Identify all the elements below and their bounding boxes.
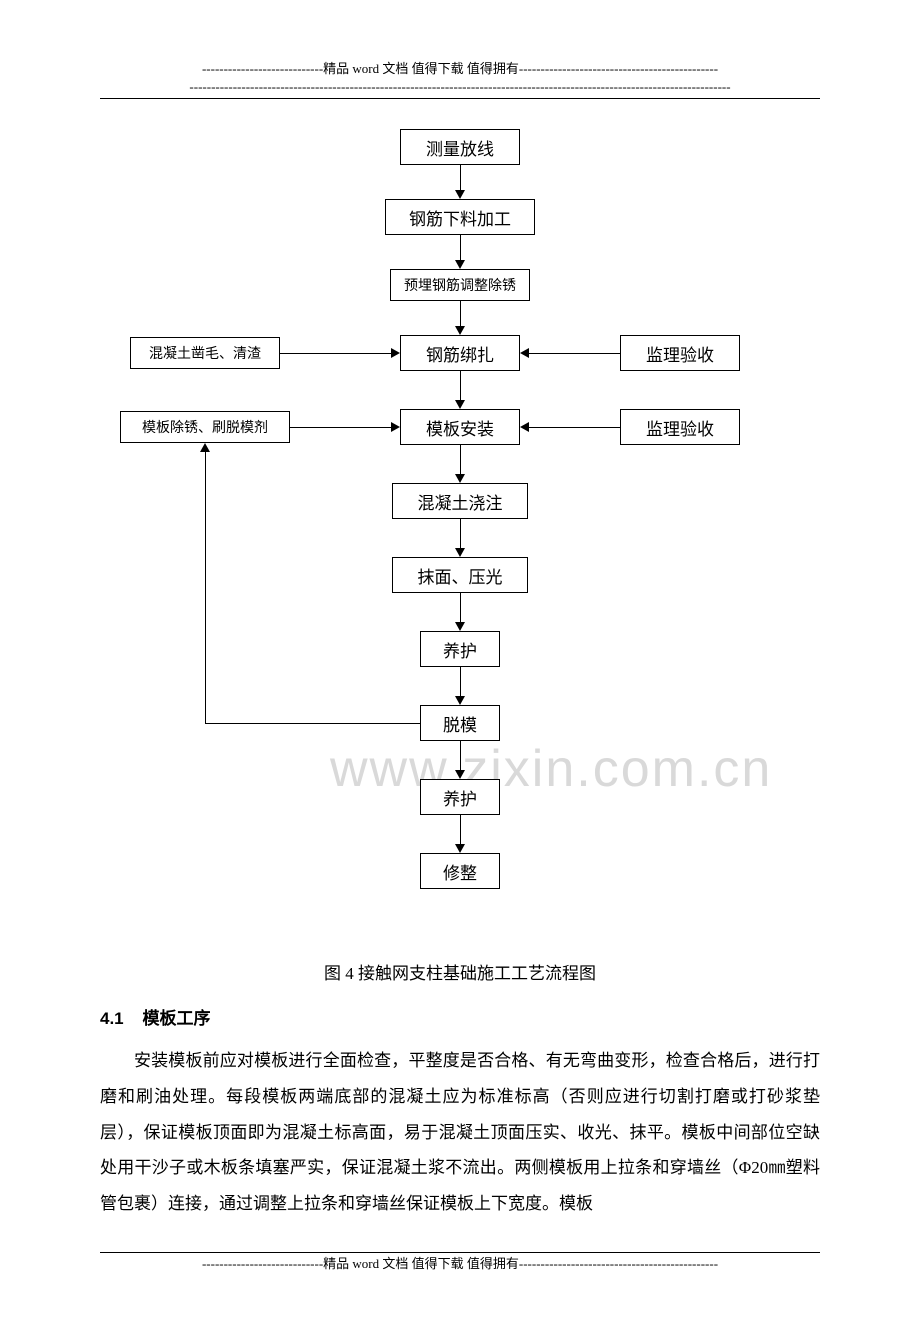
flow-node-n9: 脱模: [420, 705, 500, 741]
flow-arrowhead-side-0: [391, 348, 400, 358]
flow-arrow-down-5: [460, 519, 461, 549]
flowchart: www.zixin.com.cn 测量放线钢筋下料加工预埋钢筋调整除锈钢筋绑扎模…: [100, 129, 820, 949]
flow-arrowhead-down-7: [455, 696, 465, 705]
figure-caption: 图 4 接触网支柱基础施工工艺流程图: [100, 959, 820, 984]
watermark: www.zixin.com.cn: [330, 739, 772, 799]
flow-arrowhead-down-5: [455, 548, 465, 557]
flow-node-n6: 混凝土浇注: [392, 483, 528, 519]
footer-rule: [100, 1252, 820, 1253]
flow-arrow-side-3: [528, 427, 620, 428]
header-line-2: ----------------------------------------…: [100, 78, 820, 96]
section-title: 模板工序: [143, 1009, 211, 1028]
flow-node-n4: 钢筋绑扎: [400, 335, 520, 371]
section-heading: 4.1 模板工序: [100, 1004, 820, 1029]
header-rule: [100, 98, 820, 99]
flow-arrowhead-side-3: [520, 422, 529, 432]
flow-feedback-h1: [205, 723, 420, 724]
header-line-1: ----------------------------精品 word 文档 值…: [100, 60, 820, 78]
flow-arrowhead-down-8: [455, 770, 465, 779]
flow-node-n3: 预埋钢筋调整除锈: [390, 269, 530, 301]
flow-node-sL2: 模板除锈、刷脱模剂: [120, 411, 290, 443]
flow-arrow-side-0: [280, 353, 392, 354]
flow-arrow-down-0: [460, 165, 461, 191]
flow-node-n11: 修整: [420, 853, 500, 889]
flow-node-n1: 测量放线: [400, 129, 520, 165]
flow-arrow-down-3: [460, 371, 461, 401]
flow-arrow-down-9: [460, 815, 461, 845]
flow-arrowhead-down-6: [455, 622, 465, 631]
flow-arrow-down-4: [460, 445, 461, 475]
flow-arrow-down-6: [460, 593, 461, 623]
section-number: 4.1: [100, 1009, 124, 1028]
flow-arrow-down-7: [460, 667, 461, 697]
flow-arrowhead-side-1: [391, 422, 400, 432]
flow-arrowhead-down-1: [455, 260, 465, 269]
flow-arrow-down-8: [460, 741, 461, 771]
flow-arrowhead-down-2: [455, 326, 465, 335]
flow-node-n10: 养护: [420, 779, 500, 815]
flow-node-n7: 抹面、压光: [392, 557, 528, 593]
flow-arrowhead-side-2: [520, 348, 529, 358]
body-paragraph: 安装模板前应对模板进行全面检查，平整度是否合格、有无弯曲变形，检查合格后，进行打…: [100, 1043, 820, 1221]
flow-arrowhead-down-3: [455, 400, 465, 409]
flow-feedback-arrowhead: [200, 443, 210, 452]
flow-node-n5: 模板安装: [400, 409, 520, 445]
flow-arrow-side-1: [290, 427, 392, 428]
flow-arrow-down-1: [460, 235, 461, 261]
flow-arrowhead-down-9: [455, 844, 465, 853]
flow-arrow-down-2: [460, 301, 461, 327]
flow-arrowhead-down-0: [455, 190, 465, 199]
flow-node-n8: 养护: [420, 631, 500, 667]
flow-node-sL1: 混凝土凿毛、清渣: [130, 337, 280, 369]
flow-arrow-side-2: [528, 353, 620, 354]
flow-arrowhead-down-4: [455, 474, 465, 483]
flow-node-n2: 钢筋下料加工: [385, 199, 535, 235]
footer-line-1: ----------------------------精品 word 文档 值…: [100, 1255, 820, 1273]
flow-feedback-v: [205, 451, 206, 723]
flow-node-sR2: 监理验收: [620, 409, 740, 445]
flow-node-sR1: 监理验收: [620, 335, 740, 371]
